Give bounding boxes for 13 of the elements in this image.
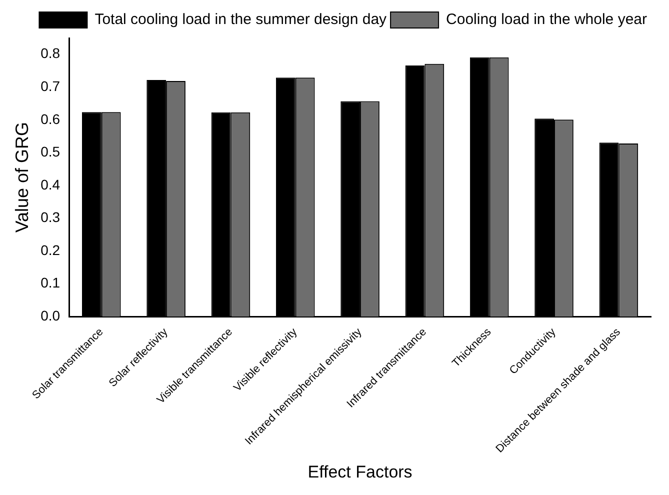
legend-label: Cooling load in the whole year	[446, 11, 648, 28]
x-axis-title: Effect Factors	[308, 462, 412, 482]
y-tick-label: 0.4	[40, 176, 60, 192]
y-tick-label: 0.7	[40, 78, 60, 94]
y-tick-label: 0.1	[40, 274, 60, 291]
y-tick-label: 0.3	[40, 209, 60, 226]
y-tick-label: 0.0	[40, 307, 60, 324]
y-axis-title: Value of GRG	[12, 122, 32, 233]
y-tick-label: 0.6	[40, 110, 60, 127]
legend-label: Total cooling load in the summer design day	[94, 11, 388, 28]
y-tick-label: 0.5	[40, 144, 60, 160]
y-tick-label: 0.8	[40, 45, 60, 62]
y-tick-label: 0.2	[40, 242, 60, 258]
